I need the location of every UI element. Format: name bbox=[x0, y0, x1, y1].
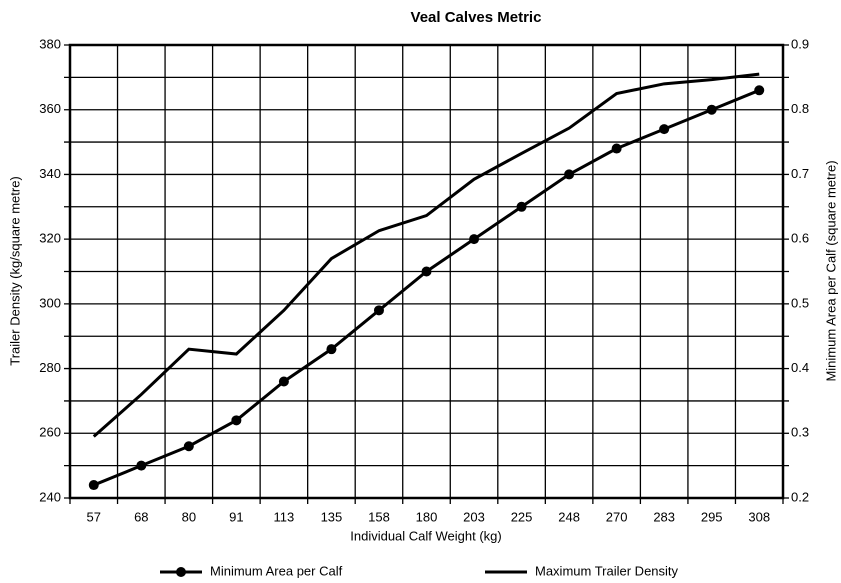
y-tick-label: 340 bbox=[39, 166, 61, 181]
data-point bbox=[706, 104, 717, 115]
x-tick-label: 180 bbox=[416, 509, 438, 524]
series-line bbox=[93, 88, 760, 487]
y2-tick-label: 0.9 bbox=[791, 36, 809, 51]
data-point bbox=[611, 143, 622, 154]
data-point bbox=[231, 415, 242, 426]
x-tick-label: 203 bbox=[463, 509, 485, 524]
data-point bbox=[516, 201, 527, 212]
legend-marker bbox=[176, 567, 186, 577]
y-tick-label: 240 bbox=[39, 489, 61, 504]
x-tick-label: 135 bbox=[321, 509, 343, 524]
data-point bbox=[469, 234, 480, 245]
x-tick-label: 113 bbox=[274, 509, 295, 524]
series-line bbox=[92, 72, 760, 438]
data-point bbox=[136, 460, 147, 471]
x-tick-label: 295 bbox=[701, 509, 723, 524]
y-tick-label: 360 bbox=[39, 101, 61, 116]
data-point bbox=[183, 441, 194, 452]
data-point bbox=[754, 85, 765, 96]
y2-tick-label: 0.2 bbox=[791, 489, 809, 504]
data-point bbox=[326, 344, 337, 355]
x-tick-label: 225 bbox=[511, 509, 533, 524]
x-tick-label: 57 bbox=[87, 509, 101, 524]
y2-tick-label: 0.4 bbox=[791, 360, 809, 375]
y2-tick-label: 0.3 bbox=[791, 425, 809, 440]
y-tick-label: 320 bbox=[39, 231, 61, 246]
data-point bbox=[659, 124, 670, 135]
y2-tick-label: 0.6 bbox=[791, 231, 809, 246]
legend-label: Maximum Trailer Density bbox=[535, 563, 679, 578]
x-tick-label: 68 bbox=[134, 509, 148, 524]
x-tick-label: 308 bbox=[748, 509, 770, 524]
x-tick-label: 270 bbox=[606, 509, 628, 524]
x-tick-label: 158 bbox=[368, 509, 390, 524]
data-point bbox=[278, 376, 289, 387]
x-tick-label: 248 bbox=[558, 509, 580, 524]
legend-label: Minimum Area per Calf bbox=[210, 563, 343, 578]
y-tick-label: 280 bbox=[39, 360, 61, 375]
y-tick-label: 260 bbox=[39, 425, 61, 440]
y2-tick-label: 0.8 bbox=[791, 101, 809, 116]
data-point bbox=[564, 169, 575, 180]
y2-tick-label: 0.5 bbox=[791, 295, 809, 310]
data-point bbox=[421, 266, 432, 277]
y-tick-label: 380 bbox=[39, 36, 61, 51]
data-point bbox=[373, 305, 384, 316]
x-tick-label: 283 bbox=[653, 509, 675, 524]
y2-tick-label: 0.7 bbox=[791, 166, 809, 181]
x-tick-label: 91 bbox=[229, 509, 243, 524]
x-tick-label: 80 bbox=[182, 509, 196, 524]
y2-axis-label: Minimum Area per Calf (square metre) bbox=[823, 160, 838, 381]
y-tick-label: 300 bbox=[39, 295, 61, 310]
chart-title: Veal Calves Metric bbox=[411, 9, 542, 26]
data-point bbox=[88, 480, 99, 491]
y-axis-label: Trailer Density (kg/square metre) bbox=[7, 176, 22, 366]
x-axis-label: Individual Calf Weight (kg) bbox=[350, 528, 502, 543]
plot-frame bbox=[68, 43, 785, 500]
